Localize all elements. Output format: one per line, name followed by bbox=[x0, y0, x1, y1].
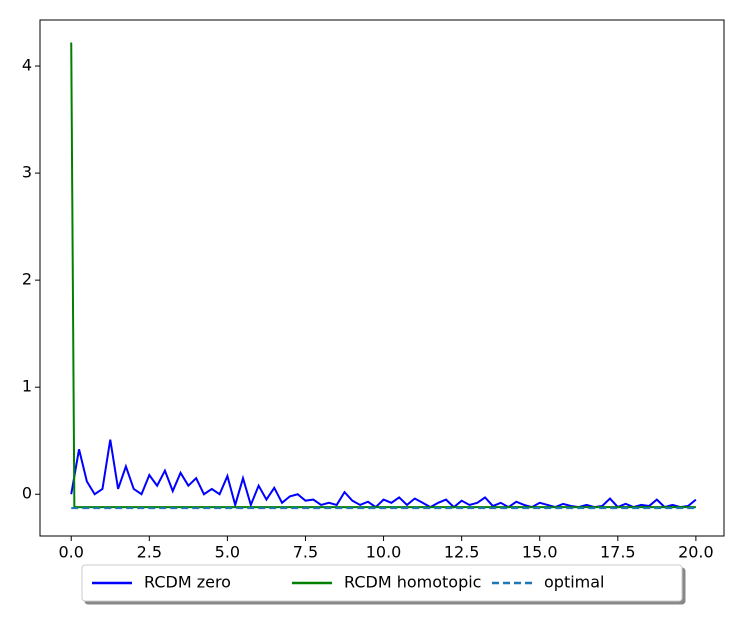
x-tick-label: 2.5 bbox=[137, 543, 162, 562]
y-tick-label: 3 bbox=[22, 163, 32, 182]
series-line bbox=[70, 42, 696, 509]
x-tick-label: 20.0 bbox=[678, 543, 714, 562]
x-tick-label: 5.0 bbox=[215, 543, 240, 562]
x-tick-label: 17.5 bbox=[600, 543, 636, 562]
x-tick-label: 7.5 bbox=[293, 543, 318, 562]
x-tick-label: 15.0 bbox=[522, 543, 558, 562]
series-line bbox=[70, 439, 697, 509]
x-tick-label: 0.0 bbox=[59, 543, 84, 562]
legend-box bbox=[81, 564, 683, 602]
legend-label: RCDM zero bbox=[144, 573, 231, 592]
legend-label: optimal bbox=[544, 573, 605, 592]
x-tick-label: 12.5 bbox=[444, 543, 480, 562]
y-tick-label: 4 bbox=[22, 56, 32, 75]
y-tick-label: 2 bbox=[22, 270, 32, 289]
y-tick-label: 0 bbox=[22, 484, 32, 503]
x-tick-label: 10.0 bbox=[366, 543, 402, 562]
y-tick-label: 1 bbox=[22, 377, 32, 396]
plot-frame bbox=[39, 19, 725, 537]
legend-label: RCDM homotopic bbox=[344, 573, 481, 592]
